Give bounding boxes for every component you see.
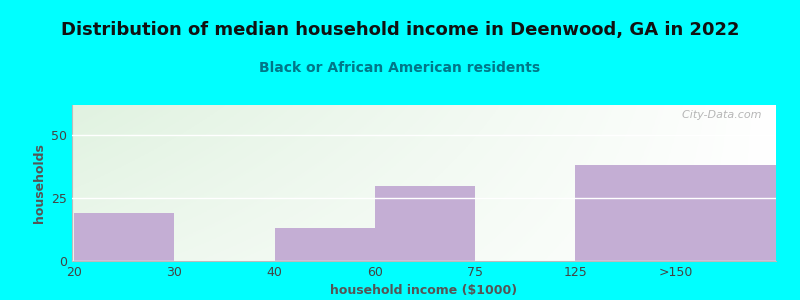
Y-axis label: households: households bbox=[33, 143, 46, 223]
Bar bbox=[375, 185, 475, 261]
Bar bbox=[74, 213, 174, 261]
Text: Black or African American residents: Black or African American residents bbox=[259, 61, 541, 75]
Text: Distribution of median household income in Deenwood, GA in 2022: Distribution of median household income … bbox=[61, 21, 739, 39]
Bar bbox=[575, 165, 776, 261]
X-axis label: household income ($1000): household income ($1000) bbox=[330, 284, 518, 297]
Text: City-Data.com: City-Data.com bbox=[675, 110, 762, 120]
Bar bbox=[274, 228, 375, 261]
